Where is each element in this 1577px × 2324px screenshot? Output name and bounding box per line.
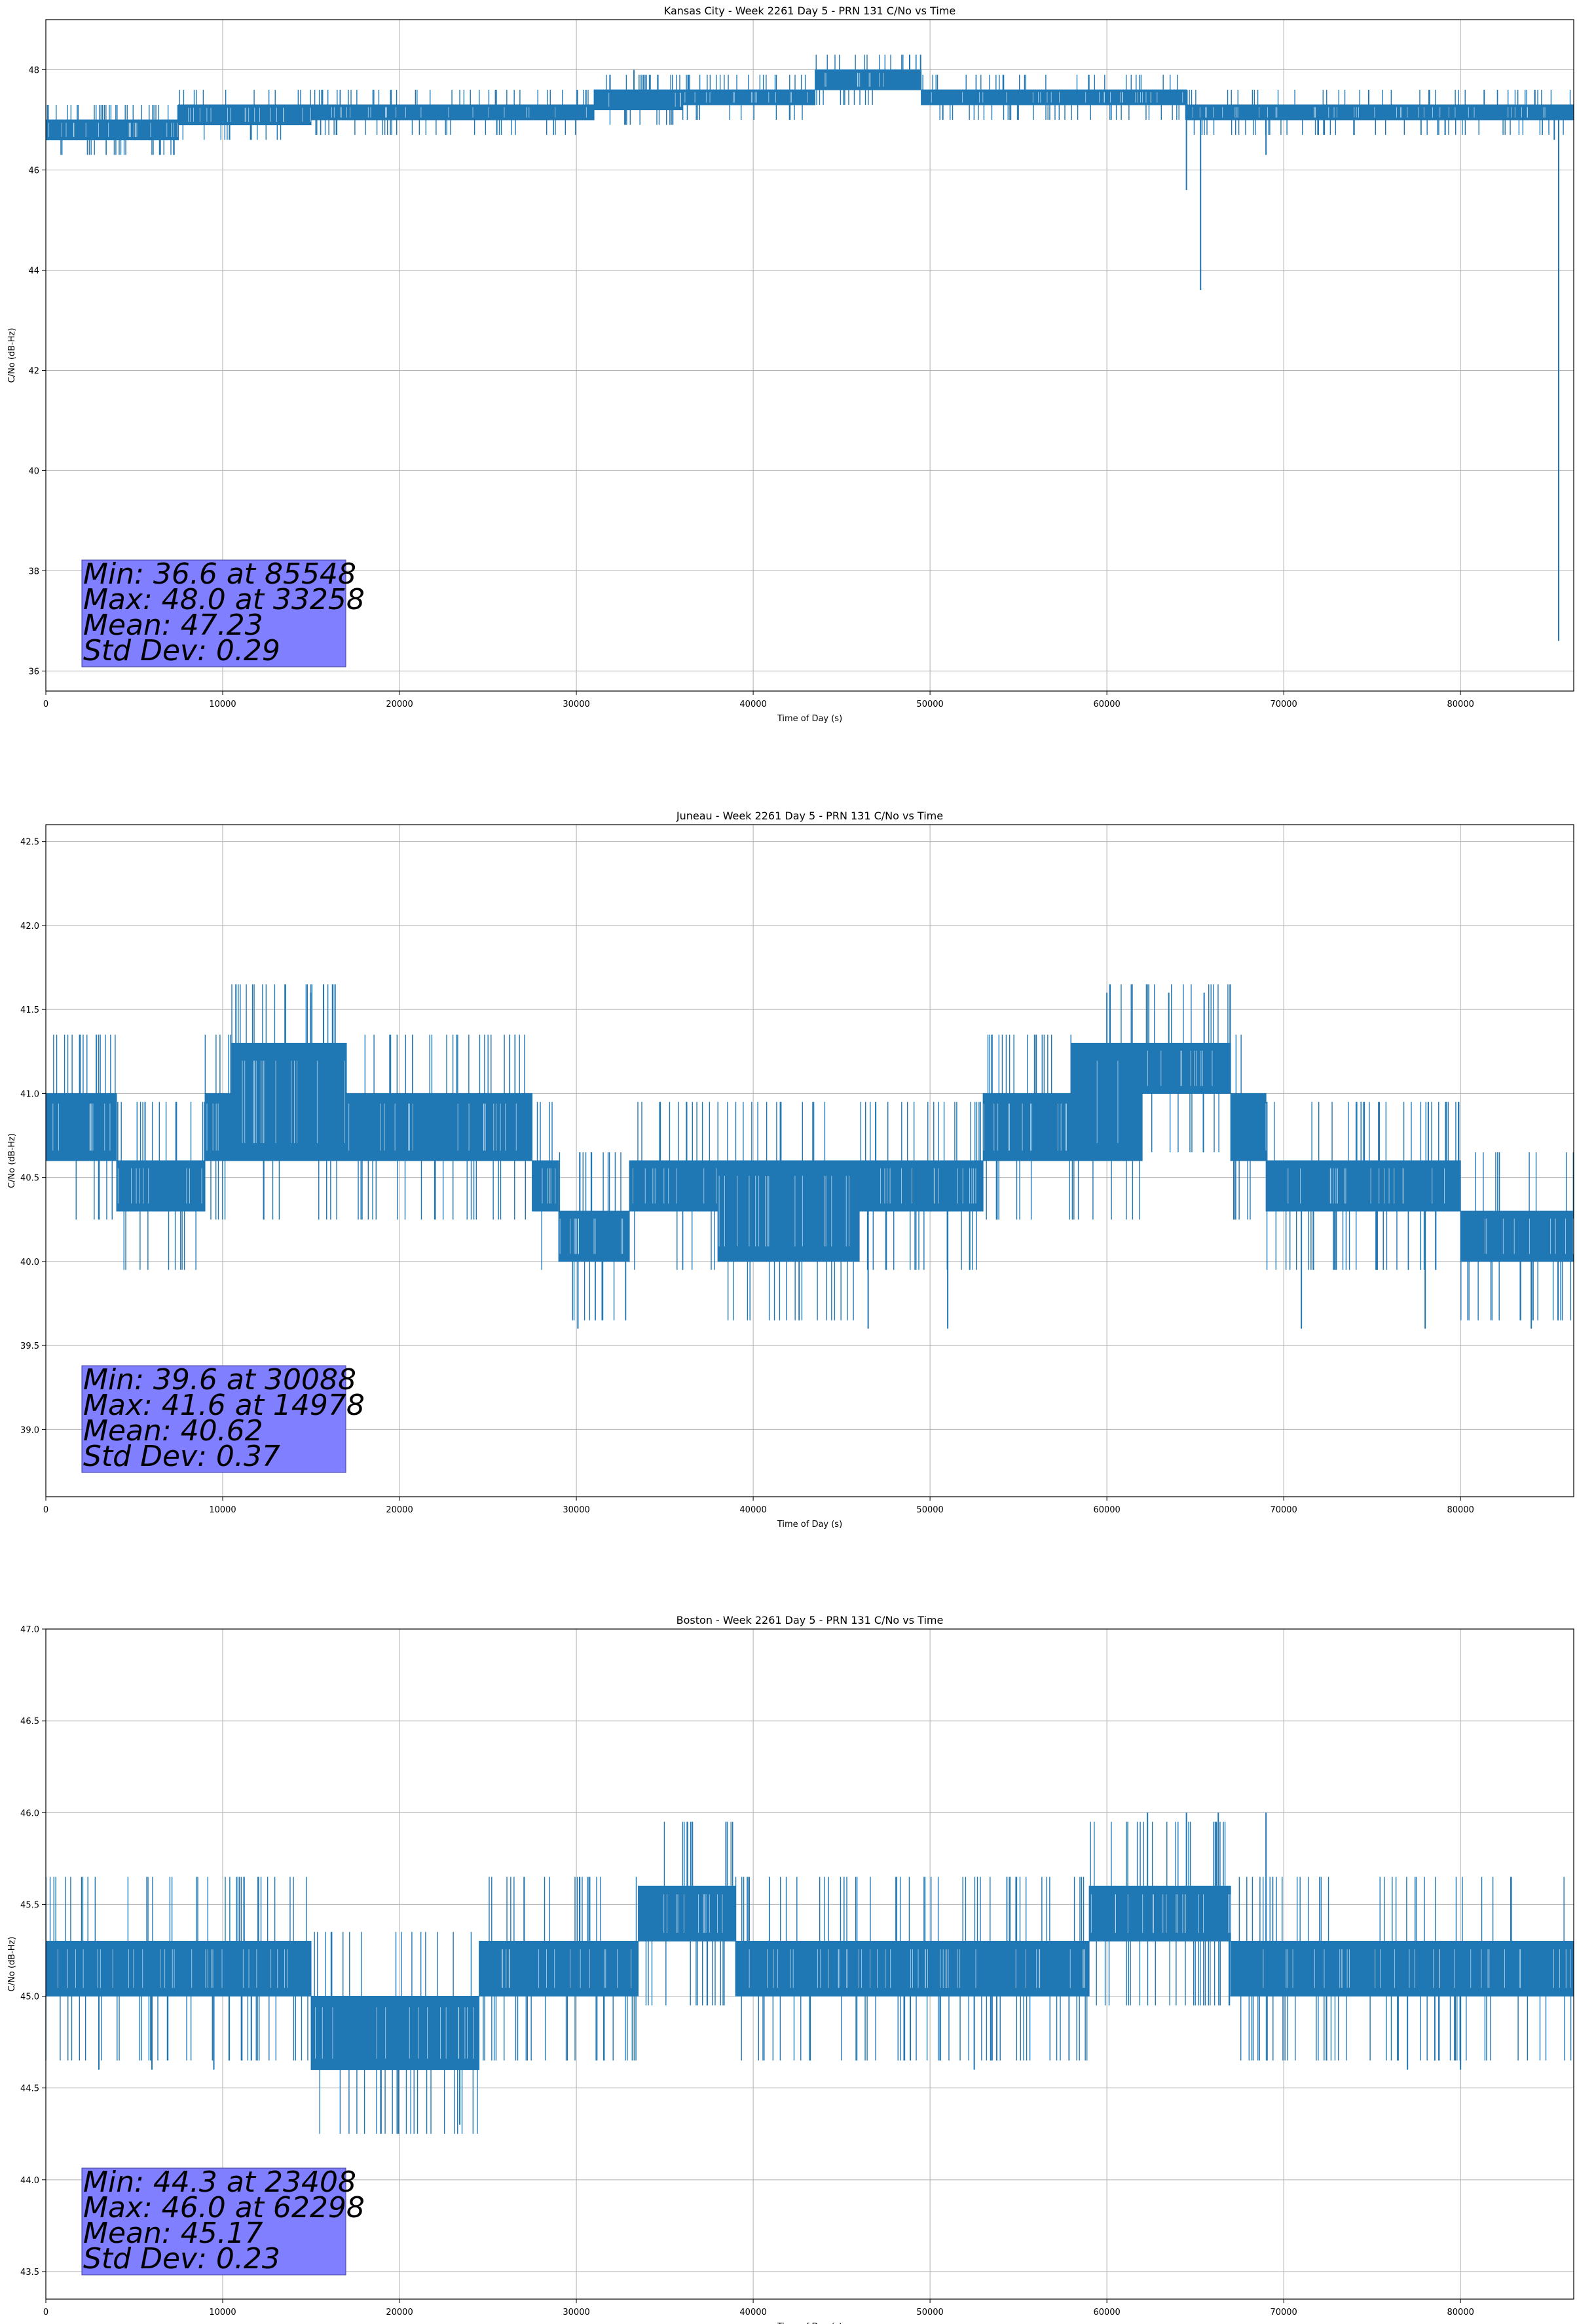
y-tick-label: 44 [28,266,39,276]
y-axis-label: C/No (dB-Hz) [7,1937,17,1992]
stats-line: Max: 41.6 at 14978 [83,1389,365,1422]
chart-title: Kansas City - Week 2261 Day 5 - PRN 131 … [664,5,955,17]
y-tick-label: 47.0 [20,1625,39,1635]
chart-panel-1: 0 10000 20000 30000 40000 50000 60000 70000 8000… [7,5,1574,724]
x-tick-label: 80000 [1447,700,1474,709]
chart-title: Juneau - Week 2261 Day 5 - PRN 131 C/No … [676,810,943,822]
y-tick-label: 39.0 [20,1425,39,1435]
y-tick-label: 42 [28,366,39,376]
y-tick-label: 43.5 [20,2268,39,2277]
x-tick-label: 80000 [1447,2308,1474,2317]
y-tick-label: 46.0 [20,1809,39,1818]
y-tick-label: 48 [28,66,39,75]
y-tick-label: 45.0 [20,1993,39,2002]
stats-line: Mean: 45.17 [83,2217,263,2250]
x-tick-label: 10000 [209,1505,236,1515]
y-tick-label: 46 [28,166,39,176]
axes-frame [45,1628,1574,2300]
y-tick-label: 44.0 [20,2176,39,2186]
stats-box [81,1365,346,1473]
y-tick-label: 38 [28,567,39,576]
x-tick-label: 40000 [739,700,766,709]
axes-frame [45,824,1574,1497]
stats-line: Std Dev: 0.37 [83,1440,280,1473]
x-tick-label: 50000 [916,700,943,709]
y-tick-label: 40 [28,466,39,476]
x-axis-label: Time of Day (s) [777,714,842,724]
stats-line: Mean: 47.23 [83,609,263,642]
stats-line: Min: 39.6 at 30088 [83,1363,356,1396]
chart-panel-3: 0 10000 20000 30000 40000 50000 60000 70000 8000… [7,1614,1574,2324]
stats-line: Mean: 40.62 [83,1414,263,1448]
stats-line: Max: 46.0 at 62298 [83,2191,365,2224]
y-tick-label: 39.5 [20,1341,39,1351]
stats-box [81,559,346,667]
y-tick-label: 36 [28,667,39,677]
x-axis-label: Time of Day (s) [777,2322,842,2324]
x-tick-label: 60000 [1093,700,1120,709]
x-tick-label: 50000 [916,1505,943,1515]
x-tick-label: 20000 [386,1505,413,1515]
stats-box [81,2167,346,2276]
x-tick-label: 70000 [1270,700,1297,709]
chart-panel-2: 0 10000 20000 30000 40000 50000 60000 70000 8000… [7,810,1574,1529]
chart-title: Boston - Week 2261 Day 5 - PRN 131 C/No … [677,1614,944,1626]
x-tick-label: 0 [43,700,48,709]
y-tick-label: 41.0 [20,1089,39,1099]
x-tick-label: 60000 [1093,1505,1120,1515]
x-tick-label: 40000 [739,1505,766,1515]
y-tick-label: 41.5 [20,1005,39,1015]
stats-line: Min: 36.6 at 85548 [83,557,356,591]
x-tick-label: 10000 [209,700,236,709]
x-tick-label: 30000 [563,2308,589,2317]
stats-line: Std Dev: 0.23 [83,2242,280,2276]
x-tick-label: 40000 [739,2308,766,2317]
x-tick-label: 80000 [1447,1505,1474,1515]
y-tick-label: 44.5 [20,2084,39,2094]
axes-frame [45,19,1574,692]
x-tick-label: 0 [43,1505,48,1515]
stats-line: Max: 48.0 at 33258 [83,583,365,616]
stats-line: Min: 44.3 at 23408 [83,2165,356,2199]
x-tick-label: 30000 [563,700,589,709]
x-tick-label: 60000 [1093,2308,1120,2317]
y-tick-label: 42.5 [20,838,39,848]
x-tick-label: 30000 [563,1505,589,1515]
y-tick-label: 40.0 [20,1258,39,1267]
x-tick-label: 70000 [1270,1505,1297,1515]
stats-line: Std Dev: 0.29 [83,634,280,667]
y-axis-label: C/No (dB-Hz) [7,328,17,383]
x-tick-label: 0 [43,2308,48,2317]
y-tick-label: 42.0 [20,922,39,931]
y-axis-label: C/No (dB-Hz) [7,1133,17,1188]
x-tick-label: 70000 [1270,2308,1297,2317]
series-band [45,69,1574,141]
x-tick-label: 10000 [209,2308,236,2317]
x-tick-label: 20000 [386,700,413,709]
y-tick-label: 45.5 [20,1900,39,1910]
x-axis-label: Time of Day (s) [777,1520,842,1529]
y-tick-label: 46.5 [20,1717,39,1727]
x-tick-label: 50000 [916,2308,943,2317]
x-tick-label: 20000 [386,2308,413,2317]
series-band [45,1042,1574,1262]
y-tick-label: 40.5 [20,1174,39,1184]
